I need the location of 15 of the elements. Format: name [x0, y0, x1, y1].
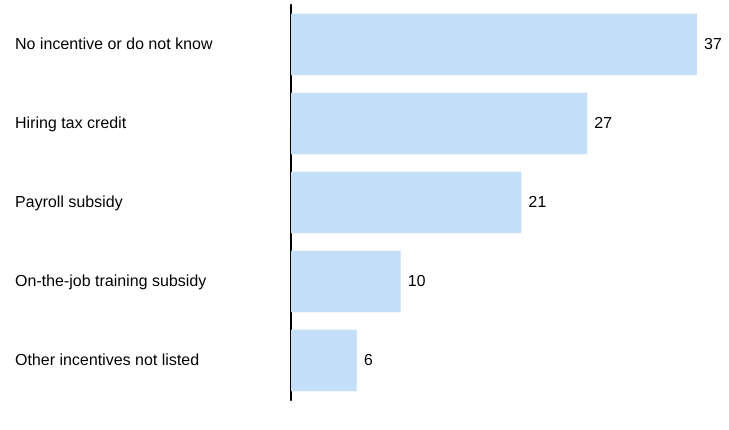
y-tick-label: No incentive or do not know [15, 36, 213, 53]
data-label: 37 [704, 36, 722, 53]
data-label: 27 [594, 115, 612, 132]
y-tick-label: Hiring tax credit [15, 115, 127, 132]
y-tick-label: Payroll subsidy [15, 194, 123, 211]
bar [291, 250, 401, 312]
data-label: 10 [408, 273, 426, 290]
bar [291, 14, 697, 76]
bar [291, 330, 357, 392]
y-tick-label: On-the-job training subsidy [15, 273, 206, 290]
bar [291, 172, 522, 234]
bar [291, 92, 588, 154]
data-label: 21 [528, 194, 546, 211]
data-label: 6 [364, 352, 373, 369]
y-tick-label: Other incentives not listed [15, 352, 200, 369]
